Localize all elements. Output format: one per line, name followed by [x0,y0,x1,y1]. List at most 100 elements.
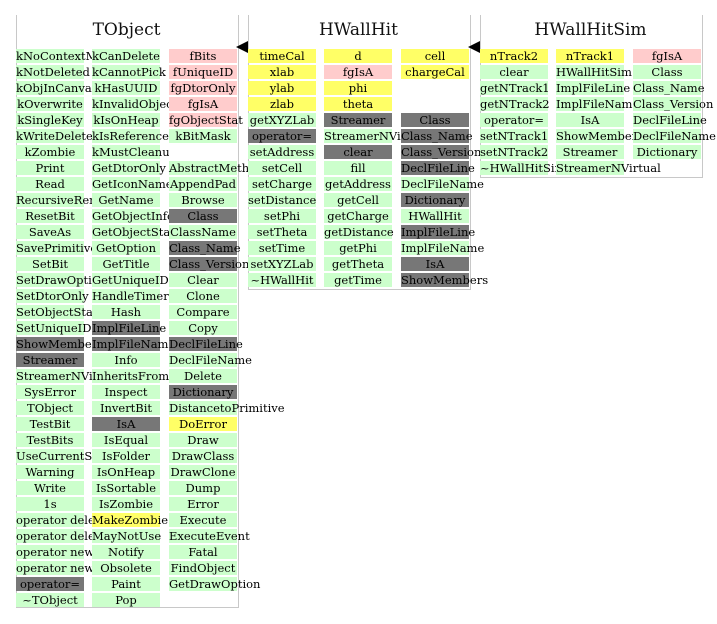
member-cell: getTheta [324,257,392,271]
hwallhitsim-column-2: nTrack1 HWallHitSim ImplFileLine ImplFileNa… [556,49,661,177]
member-cell: Class [401,113,469,127]
member-cell: SaveAs [16,225,84,239]
member-cell: SetUniqueID [16,321,92,335]
member-cell: ImplFileName [92,337,176,351]
member-cell: Dictionary [633,145,701,159]
member-cell [401,81,469,95]
member-cell: phi [324,81,392,95]
hwallhit-column-1: timeCal xlab ylab zlab getXYZLab operator= set… [248,49,316,289]
member-cell: HandleTimer [92,289,169,303]
member-cell: theta [324,97,392,111]
member-cell: ResetBit [16,209,84,223]
member-cell: StreamerNVirtual [16,369,121,383]
member-cell: getTime [324,273,392,287]
member-cell: HWallHit [401,209,469,223]
member-cell: kIsOnHeap [92,113,160,127]
member-cell: Browse [169,193,237,207]
member-cell: operator delete [16,513,107,527]
member-cell: GetOption [92,241,160,255]
member-cell: kInvalidObject [92,97,178,111]
hwallhitsim-column-1: nTrack2 clear getNTrack1 getNTrack2 operator… [480,49,566,177]
member-cell: InvertBit [92,401,160,415]
member-cell: IsEqual [92,433,160,447]
member-cell: Dictionary [401,193,469,207]
member-cell: setXYZLab [248,257,316,271]
member-cell: ShowMembers [401,273,489,287]
member-cell [169,145,237,159]
tobject-title: TObject [92,20,161,40]
member-cell: DeclFileName [633,129,716,143]
member-cell: d [324,49,392,63]
member-cell: kZombie [16,145,84,159]
member-cell: FindObject [169,561,237,575]
member-cell: IsA [92,417,160,431]
member-cell: IsOnHeap [92,465,160,479]
member-cell: kObjInCanvas [16,81,98,95]
member-cell: fBits [169,49,237,63]
member-cell: getXYZLab [248,113,316,127]
member-cell: Class_Name [633,81,705,95]
member-cell: MakeZombie [92,513,169,527]
member-cell: setNTrack1 [480,129,549,143]
member-cell: fgIsA [324,65,392,79]
member-cell: setCell [248,161,316,175]
member-cell: Error [169,497,237,511]
member-cell: Execute [169,513,237,527]
member-cell: kCannotPick [92,65,166,79]
member-cell: TestBit [16,417,84,431]
member-cell: nTrack2 [480,49,548,63]
member-cell: IsFolder [92,449,160,463]
member-cell: Compare [169,305,237,319]
member-cell: IsA [401,257,469,271]
member-cell: ImplFileName [401,241,485,255]
member-cell: clear [480,65,548,79]
member-cell: ylab [248,81,316,95]
hwallhitsim-column-3: fgIsA Class Class_Name Class_Version DeclFil… [633,49,716,161]
member-cell: nTrack1 [556,49,624,63]
member-cell: getDistance [324,225,394,239]
member-cell: Pop [92,593,160,607]
member-cell: Class [169,209,237,223]
member-cell: DistancetoPrimitive [169,401,285,415]
member-cell: kHasUUID [92,81,160,95]
member-cell: kOverwrite [16,97,84,111]
member-cell: Class_Version [169,257,250,271]
member-cell: ~TObject [16,593,84,607]
member-cell: setPhi [248,209,316,223]
member-cell: cell [401,49,469,63]
tobject-column-1: kNoContextMenu kNotDeleted kObjInCanvas kOv… [16,49,121,609]
member-cell: setTime [248,241,316,255]
member-cell: operator= [480,113,548,127]
member-cell: DrawClass [169,449,237,463]
member-cell: Class_Version [401,145,482,159]
member-cell: AbstractMethod [169,161,264,175]
member-cell: kMustCleanup [92,145,177,159]
member-cell: getAddress [324,177,392,191]
member-cell: MayNotUse [92,529,162,543]
member-cell: clear [324,145,392,159]
member-cell: DeclFileLine [401,161,475,175]
member-cell: Draw [169,433,237,447]
hwallhit-column-3: cell chargeCal Class Class_Name Class_Versio… [401,49,489,289]
member-cell: SysError [16,385,84,399]
member-cell: AppendPad [169,177,237,191]
member-cell: DeclFileLine [633,113,707,127]
member-cell: GetObjectStat [92,225,175,239]
member-cell: setCharge [248,177,316,191]
member-cell: SavePrimitive [16,241,98,255]
member-cell: Delete [169,369,237,383]
member-cell: Streamer [556,145,624,159]
member-cell: setDistance [248,193,317,207]
member-cell: fill [324,161,392,175]
member-cell: operator= [16,577,84,591]
tobject-column-2: kCanDelete kCannotPick kHasUUID kInvalidObj… [92,49,178,609]
member-cell: TestBits [16,433,84,447]
member-cell: chargeCal [401,65,469,79]
member-cell: getNTrack2 [480,97,550,111]
member-cell: StreamerNVirtual [556,161,661,175]
member-cell: setAddress [248,145,316,159]
member-cell: TObject [16,401,84,415]
member-cell: setNTrack2 [480,145,549,159]
member-cell: 1s [16,497,84,511]
member-cell: kCanDelete [92,49,160,63]
